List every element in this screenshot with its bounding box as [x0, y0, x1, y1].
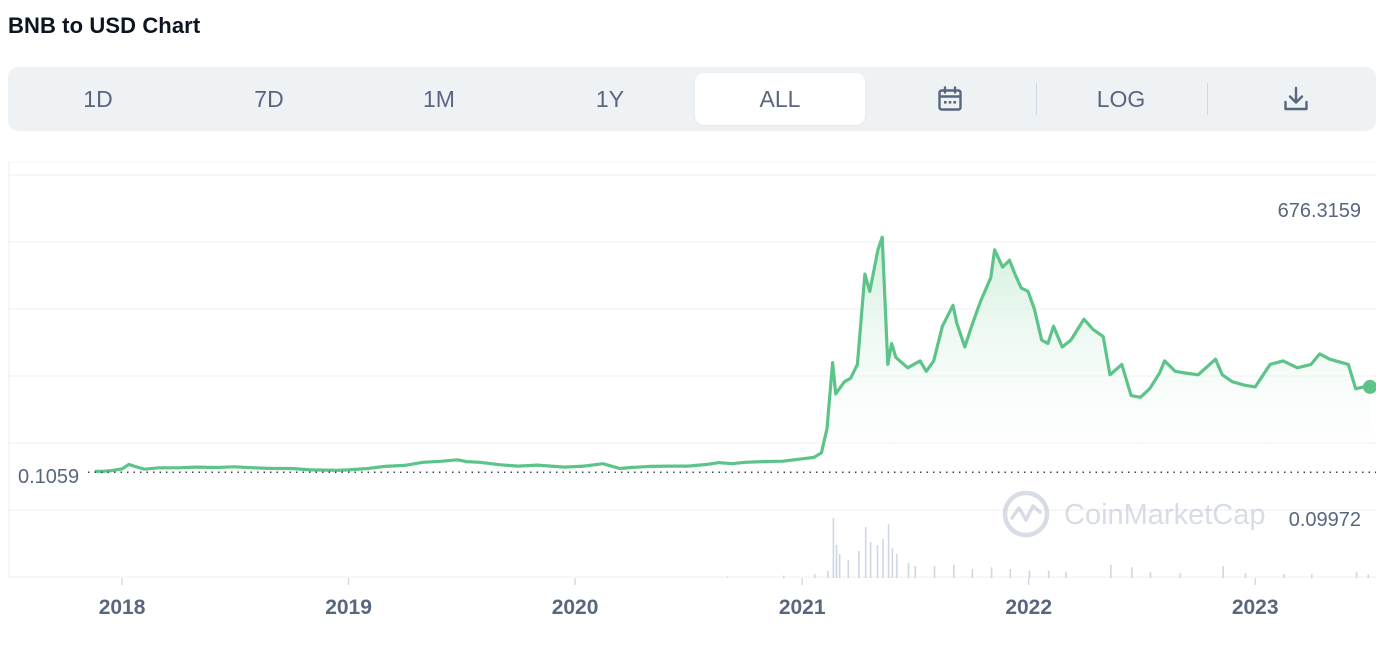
volume-bar [827, 570, 829, 578]
volume-bar [1131, 567, 1133, 578]
toolbar-divider [1036, 83, 1037, 115]
log-scale-toggle[interactable]: LOG [1096, 85, 1146, 112]
volume-bar [907, 563, 910, 578]
price-series-line [94, 235, 1372, 473]
volume-bar [891, 548, 894, 578]
volume-bar [832, 518, 835, 578]
x-tick-label: 2019 [325, 596, 372, 619]
volume-bar [1244, 573, 1247, 578]
price-line [94, 235, 1376, 473]
axis-labels: 676.3159 0.1059 0.09972 2018 2019 2020 2021 202… [18, 200, 1361, 619]
page-title: BNB to USD Chart [8, 13, 201, 38]
volume-bar [933, 566, 936, 578]
volume-bar [1179, 573, 1182, 578]
volume-bar [1028, 570, 1031, 578]
volume-bar [869, 542, 872, 578]
x-tick-label: 2018 [99, 596, 146, 619]
volume-bar [914, 566, 917, 578]
volume-bar [895, 554, 898, 578]
volume-bar [971, 569, 974, 578]
volume-bar [864, 527, 867, 578]
range-button-1d[interactable]: 1D [83, 85, 113, 112]
volume-max-label: 0.09972 [1289, 509, 1361, 531]
download-icon [1284, 86, 1308, 111]
x-tick-label: 2023 [1232, 596, 1279, 619]
range-button-all[interactable]: ALL [695, 73, 865, 125]
chart-toolbar: 1D 7D 1M 1Y ALL LOG [8, 67, 1376, 131]
volume-bar [1283, 573, 1285, 578]
price-chart[interactable]: CoinMarketCap 676.3159 0.1059 0.09972 2018 2… [8, 161, 1376, 659]
calendar-button[interactable] [865, 73, 1035, 125]
price-area [96, 237, 1370, 472]
volume-bar [1009, 569, 1012, 578]
price-area-fill [96, 237, 1370, 472]
last-price-point [1363, 379, 1376, 394]
volume-bar [1367, 574, 1370, 578]
x-tick-label: 2020 [552, 596, 599, 619]
volume-bar [887, 524, 890, 578]
volume-bar [1065, 572, 1067, 578]
y-max-label: 676.3159 [1278, 200, 1361, 222]
volume-bar [1110, 564, 1112, 578]
volume-bar [1222, 566, 1224, 578]
calendar-icon [938, 86, 962, 111]
volume-bar [882, 539, 884, 578]
volume-bar [1311, 574, 1313, 578]
watermark-text: CoinMarketCap [1064, 499, 1265, 531]
y-start-price-label: 0.1059 [18, 466, 79, 488]
range-button-1m[interactable]: 1M [423, 85, 455, 112]
volume-bar [1149, 572, 1152, 578]
toolbar-divider [1207, 83, 1208, 115]
volume-bar [838, 554, 841, 578]
watermark: CoinMarketCap [1002, 490, 1265, 538]
price-chart-svg: CoinMarketCap 676.3159 0.1059 0.09972 2018 2… [8, 161, 1376, 619]
range-button-1y[interactable]: 1Y [595, 85, 625, 112]
volume-bar [858, 551, 860, 578]
volume-bar [783, 575, 785, 578]
x-tick-label: 2022 [1005, 596, 1052, 619]
volume-bar [953, 564, 955, 578]
volume-bar [1355, 572, 1358, 578]
volume-bar [847, 560, 850, 578]
range-button-7d[interactable]: 7D [254, 85, 284, 112]
volume-bar [814, 574, 816, 578]
volume-bar [835, 545, 838, 578]
volume-bar [1047, 570, 1050, 578]
volume-bar [876, 545, 879, 578]
volume-bar [726, 576, 729, 578]
volume-bar [990, 567, 993, 578]
volume-bars [726, 518, 1370, 578]
download-button[interactable] [1211, 73, 1376, 125]
x-tick-label: 2021 [779, 596, 826, 619]
